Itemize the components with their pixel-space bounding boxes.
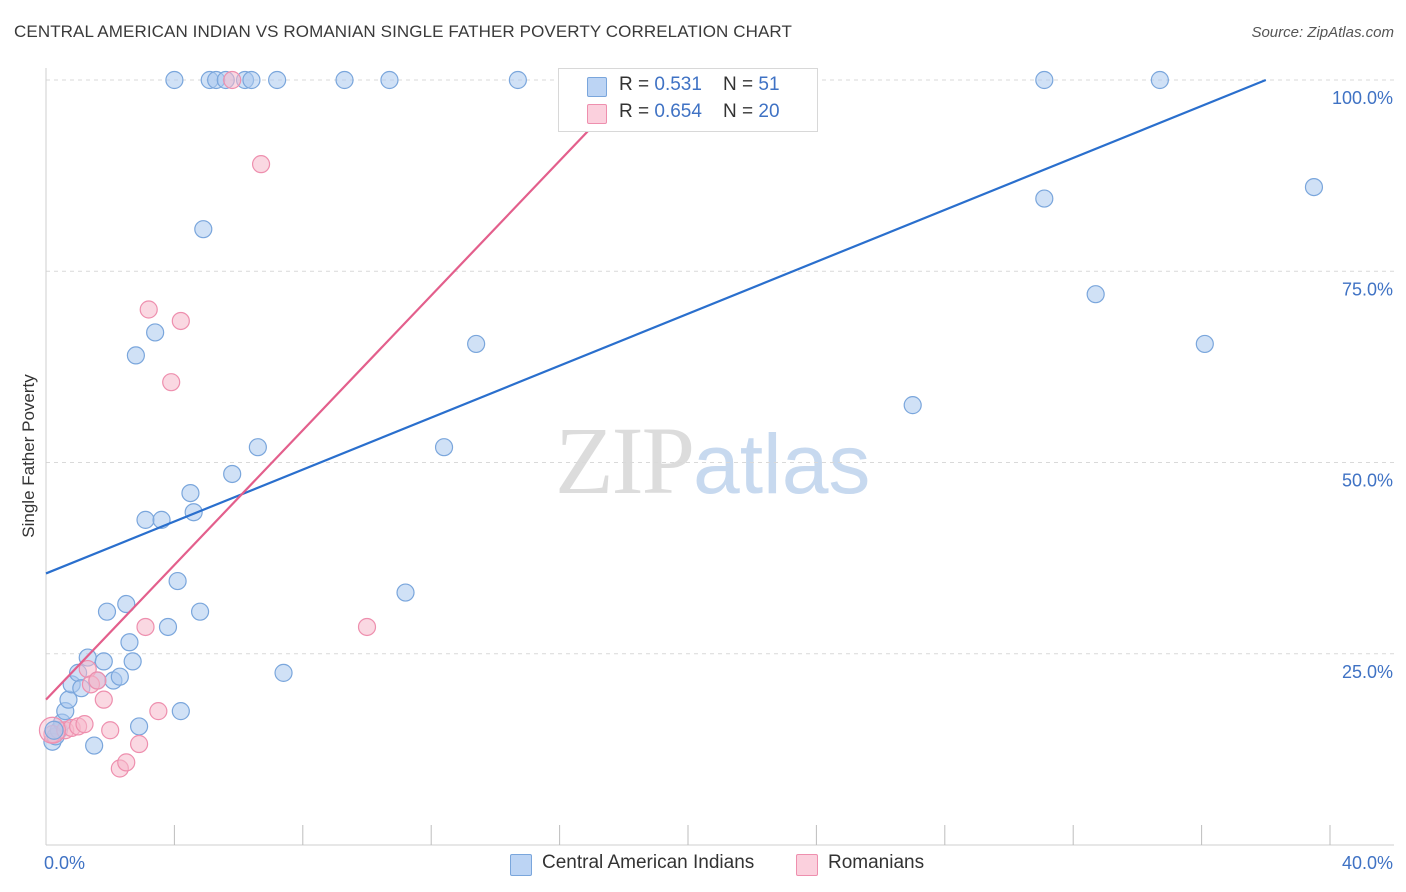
n-label: N = — [723, 74, 759, 95]
point-romanians — [139, 300, 158, 319]
point-romanians — [117, 753, 136, 772]
point-central-american-indians — [97, 602, 117, 621]
point-central-american-indians — [268, 70, 287, 90]
point-central-american-indians — [508, 70, 527, 90]
point-central-american-indians — [136, 510, 155, 529]
watermark: ZIPatlas — [555, 405, 870, 516]
point-central-american-indians — [94, 652, 113, 671]
bottom-legend-swatch-blue — [510, 854, 532, 876]
point-central-american-indians — [126, 346, 145, 365]
point-central-american-indians — [194, 220, 213, 239]
point-central-american-indians — [165, 70, 184, 90]
legend-text: R = 0.654 N = 20 — [619, 101, 780, 123]
r-label: R = — [619, 74, 655, 95]
grid-lines — [46, 79, 1394, 655]
point-central-american-indians — [168, 571, 187, 591]
point-romanians — [136, 617, 155, 637]
point-central-american-indians — [123, 652, 142, 671]
bottom-legend-label: Central American Indians — [542, 852, 755, 873]
x-tick-label: 0.0% — [44, 853, 85, 873]
trend-line-central-american-indians — [45, 78, 1267, 575]
point-romanians — [101, 721, 120, 740]
point-central-american-indians — [396, 583, 415, 602]
point-romanians — [129, 734, 149, 754]
point-central-american-indians — [171, 702, 190, 721]
y-tick-label: 50.0% — [1342, 471, 1393, 491]
chart-title: CENTRAL AMERICAN INDIAN VS ROMANIAN SING… — [14, 22, 792, 41]
point-central-american-indians — [190, 602, 210, 621]
point-central-american-indians — [1086, 285, 1105, 304]
y-axis-label: Single Father Poverty — [19, 374, 38, 538]
point-central-american-indians — [181, 484, 200, 503]
point-central-american-indians — [467, 334, 486, 354]
point-romanians — [251, 155, 271, 174]
y-tick-label: 75.0% — [1342, 279, 1393, 299]
point-central-american-indians — [903, 396, 922, 415]
point-central-american-indians — [158, 617, 178, 637]
point-central-american-indians — [1304, 178, 1324, 197]
point-central-american-indians — [129, 717, 149, 736]
n-value: 20 — [758, 101, 780, 122]
n-value: 51 — [758, 74, 780, 95]
point-central-american-indians — [1035, 189, 1054, 208]
point-romanians — [223, 70, 242, 90]
point-central-american-indians — [110, 667, 129, 686]
point-central-american-indians — [248, 438, 267, 457]
y-tick-label: 25.0% — [1342, 662, 1393, 682]
point-central-american-indians — [434, 438, 454, 457]
trend-line-romanians — [45, 79, 638, 701]
point-romanians — [75, 715, 94, 734]
correlation-legend: R = 0.531 N = 51 R = 0.654 N = 20 — [558, 68, 818, 132]
legend-text: R = 0.531 N = 51 — [619, 74, 780, 96]
point-central-american-indians — [120, 633, 139, 652]
point-central-american-indians — [335, 70, 354, 90]
r-value: 0.654 — [654, 101, 702, 122]
point-central-american-indians — [274, 663, 293, 682]
point-central-american-indians — [117, 594, 136, 614]
legend-swatch-pink — [587, 104, 607, 124]
point-central-american-indians — [1035, 70, 1054, 90]
trend-lines — [45, 78, 1267, 701]
tick-labels: 25.0% 50.0% 75.0% 100.0% 0.0% 40.0% — [44, 88, 1393, 873]
axes — [45, 68, 1394, 846]
y-tick-label: 100.0% — [1332, 88, 1393, 108]
x-tick-label: 40.0% — [1342, 853, 1393, 873]
bottom-legend-label: Romanians — [828, 852, 925, 873]
point-romanians — [357, 617, 377, 637]
bottom-legend-swatch-pink — [796, 854, 818, 876]
legend-swatch-blue — [587, 77, 607, 97]
point-romanians — [94, 690, 113, 709]
series-points — [38, 70, 1324, 778]
watermark-atlas: atlas — [693, 417, 871, 511]
point-central-american-indians — [85, 736, 104, 755]
point-romanians — [162, 373, 181, 392]
point-central-american-indians — [1195, 334, 1214, 354]
source-label: Source: ZipAtlas.com — [1251, 24, 1394, 41]
point-central-american-indians — [380, 70, 399, 90]
r-value: 0.531 — [654, 74, 702, 95]
point-central-american-indians — [242, 70, 261, 90]
watermark-zip: ZIP — [555, 407, 695, 514]
point-central-american-indians — [44, 720, 64, 740]
point-central-american-indians — [146, 323, 165, 342]
point-romanians — [149, 702, 168, 721]
point-central-american-indians — [1150, 70, 1169, 90]
point-central-american-indians — [223, 464, 242, 484]
r-label: R = — [619, 101, 655, 122]
point-romanians — [88, 671, 107, 690]
n-label: N = — [723, 101, 759, 122]
point-romanians — [171, 311, 190, 331]
